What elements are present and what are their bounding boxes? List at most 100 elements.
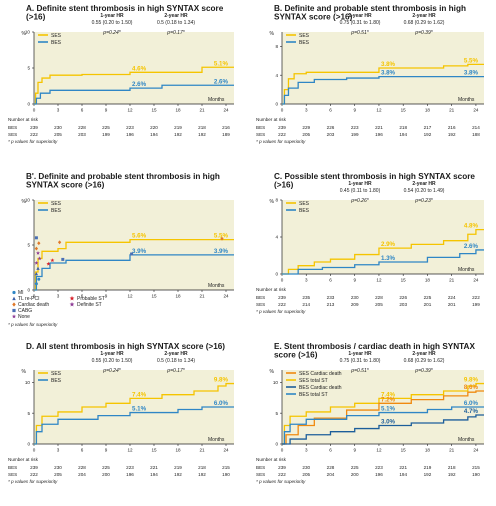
chart-title: score (>16)	[274, 351, 318, 360]
panel-E: E. Stent thrombosis / cardiac death in h…	[256, 342, 484, 484]
marker-legend-icon	[12, 302, 16, 307]
chart-title: B. Definite and probable stent thrombosi…	[274, 4, 466, 13]
chart-title: D. All stent thrombosis in high SYNTAX s…	[26, 342, 225, 351]
risk-value: 229	[302, 125, 310, 130]
chart-title: (>16)	[26, 13, 46, 22]
risk-value: 239	[278, 295, 286, 300]
x-tick-label: 3	[305, 278, 308, 283]
event-marker	[37, 241, 41, 246]
hr-heading: 2-year HR	[412, 13, 436, 19]
risk-value: 222	[278, 302, 286, 307]
series-line	[282, 249, 484, 275]
marker-legend-icon	[11, 314, 17, 319]
risk-value: 226	[399, 295, 407, 300]
risk-value: 216	[222, 125, 230, 130]
x-tick-label: 21	[449, 448, 455, 453]
event-marker	[34, 272, 39, 276]
x-tick-label: 18	[175, 108, 181, 113]
y-tick-label: 5	[27, 411, 30, 416]
x-axis-label: Months	[208, 97, 225, 103]
plot-area	[34, 200, 234, 290]
event-marker	[34, 260, 39, 265]
risk-value: 219	[174, 465, 182, 470]
event-marker	[37, 277, 41, 281]
x-tick-label: 6	[81, 448, 84, 453]
risk-value: 222	[30, 132, 38, 137]
chart-title: SYNTAX score (>16)	[274, 13, 353, 22]
x-tick-label: 15	[151, 448, 157, 453]
x-tick-label: 0	[281, 108, 284, 113]
hr-heading: 2-year HR	[164, 13, 188, 19]
hr-p-value: p=0.39*	[414, 30, 433, 36]
hr-ci: 0.54 (0.20 to 1.49)	[404, 188, 445, 194]
risk-row-label: SES	[256, 472, 265, 477]
x-tick-label: 18	[425, 278, 431, 283]
x-tick-label: 0	[281, 448, 284, 453]
risk-value: 222	[278, 472, 286, 477]
risk-value: 218	[198, 125, 206, 130]
event-marker	[61, 257, 65, 261]
end-value-label: 6.0%	[214, 400, 229, 407]
risk-value: 190	[222, 472, 230, 477]
risk-value: 218	[399, 125, 407, 130]
x-tick-label: 21	[199, 448, 205, 453]
hr-ci: 0.55 (0.20 to 1.50)	[92, 358, 133, 364]
risk-value: 192	[198, 132, 206, 137]
risk-value: 209	[351, 302, 359, 307]
risk-value: 239	[30, 465, 38, 470]
st-legend-icon	[69, 301, 75, 307]
risk-value: 192	[198, 472, 206, 477]
series-line	[282, 75, 484, 105]
x-tick-label: 9	[105, 108, 108, 113]
x-tick-label: 0	[33, 108, 36, 113]
y-axis-label: %	[270, 199, 275, 205]
hr-ci: 0.75 (0.31 to 1.80)	[340, 20, 381, 26]
legend-label: SES	[299, 201, 310, 207]
event-marker	[46, 261, 51, 266]
risk-value: 223	[375, 465, 383, 470]
risk-value: 203	[327, 132, 335, 137]
y-tick-label: 8	[275, 198, 278, 203]
legend-label: SES	[299, 33, 310, 39]
x-tick-label: 15	[401, 108, 407, 113]
risk-value: 225	[102, 465, 110, 470]
footnote: * p values for superiority	[8, 322, 58, 327]
marker-legend-label: None	[18, 314, 30, 320]
x-tick-label: 24	[223, 294, 229, 299]
risk-value: 192	[424, 472, 432, 477]
series-line	[34, 382, 234, 445]
risk-value: 235	[302, 295, 310, 300]
chart-title: (>16)	[274, 181, 294, 190]
event-marker	[220, 236, 224, 241]
series-line	[282, 406, 484, 445]
risk-header: Number at risk	[256, 287, 287, 292]
x-tick-label: 0	[33, 448, 36, 453]
hr-p-value: p=0.17*	[166, 30, 185, 36]
x-tick-label: 12	[376, 278, 382, 283]
x-tick-label: 21	[199, 108, 205, 113]
hr-ci: 0.68 (0.29 to 1.62)	[404, 358, 445, 364]
panel-D: D. All stent thrombosis in high SYNTAX s…	[8, 342, 234, 484]
x-tick-label: 6	[329, 108, 332, 113]
chart-title: C. Possible stent thrombosis in high SYN…	[274, 172, 475, 181]
series-line	[282, 390, 484, 445]
mid-value-label: 4.6%	[132, 65, 147, 72]
chart-title: SYNTAX score (>16)	[26, 181, 105, 190]
footnote: * p values for superiority	[256, 479, 306, 484]
y-tick-label: 10	[25, 380, 31, 385]
mid-value-label: 7.4%	[381, 391, 396, 398]
risk-value: 225	[351, 465, 359, 470]
x-tick-label: 6	[81, 294, 84, 299]
risk-value: 215	[472, 465, 480, 470]
risk-value: 205	[302, 132, 310, 137]
end-value-label: 2.6%	[464, 243, 479, 250]
panel-B: B. Definite and probable stent thrombosi…	[256, 4, 484, 144]
y-tick-label: 4	[275, 73, 278, 78]
hr-ci: 0.55 (0.20 to 1.50)	[92, 20, 133, 26]
risk-value: 205	[302, 472, 310, 477]
risk-value: 228	[327, 465, 335, 470]
hr-p-value: p=0.26*	[350, 198, 369, 204]
risk-value: 192	[174, 472, 182, 477]
chart-title: E. Stent thrombosis / cardiac death in h…	[274, 342, 475, 351]
mid-value-label: 5.1%	[381, 406, 396, 413]
